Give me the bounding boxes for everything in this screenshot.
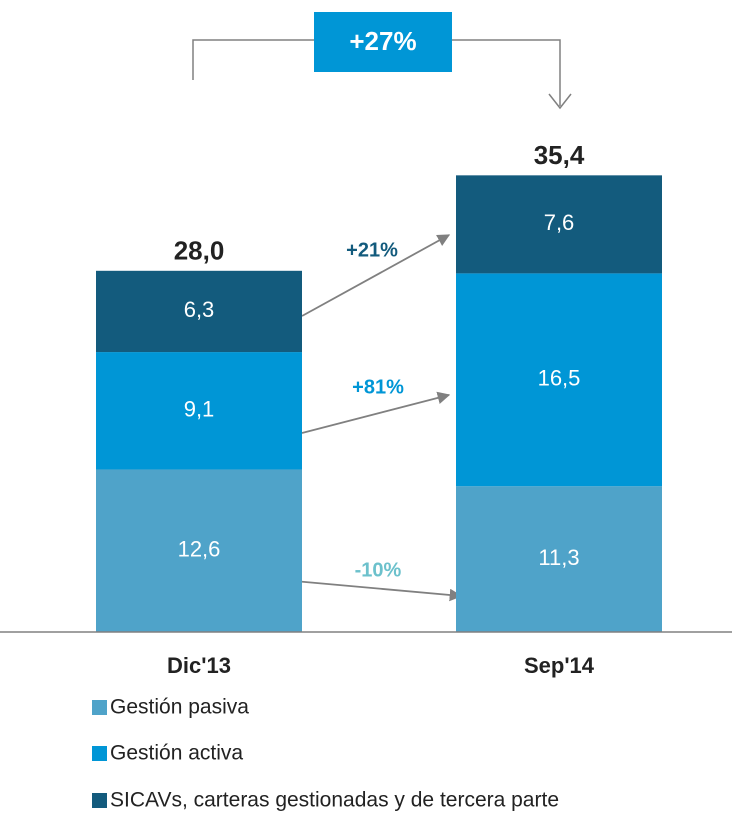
growth-arrow xyxy=(301,234,451,317)
annotation: +21% xyxy=(346,239,398,261)
legend-swatch xyxy=(92,793,107,808)
growth-arrow xyxy=(293,580,463,602)
growth-box xyxy=(314,12,452,72)
value-label: 12,6 xyxy=(178,537,221,562)
x-tick-label: Dic'13 xyxy=(167,653,231,678)
total-label: 28,0 xyxy=(174,236,225,266)
bar-segment xyxy=(456,175,662,274)
value-label: 6,3 xyxy=(184,297,215,322)
value-label: 7,6 xyxy=(544,210,575,235)
value-label: 16,5 xyxy=(538,366,581,391)
x-tick-label: Sep'14 xyxy=(524,653,595,678)
annotation: +27% xyxy=(349,26,416,56)
value-label: 11,3 xyxy=(538,545,579,570)
total-label: 35,4 xyxy=(534,140,585,170)
bracket-left xyxy=(192,39,314,80)
bar-segment xyxy=(96,352,302,470)
bar-segment xyxy=(456,273,662,487)
legend-swatch xyxy=(92,746,107,761)
value-label: 9,1 xyxy=(184,397,215,422)
legend-label: Gestión pasiva xyxy=(110,696,249,719)
annotation: +81% xyxy=(352,376,404,398)
legend-label: SICAVs, carteras gestionadas y de tercer… xyxy=(110,789,559,812)
bar-segment xyxy=(96,469,302,632)
annotation: -10% xyxy=(355,559,402,581)
bar-segment xyxy=(456,486,662,632)
growth-arrow xyxy=(301,391,451,434)
bracket-right xyxy=(452,39,561,106)
bracket-arrow xyxy=(548,93,572,110)
legend-swatch xyxy=(92,700,107,715)
legend-label: Gestión activa xyxy=(110,742,243,765)
bar-segment xyxy=(96,270,302,353)
